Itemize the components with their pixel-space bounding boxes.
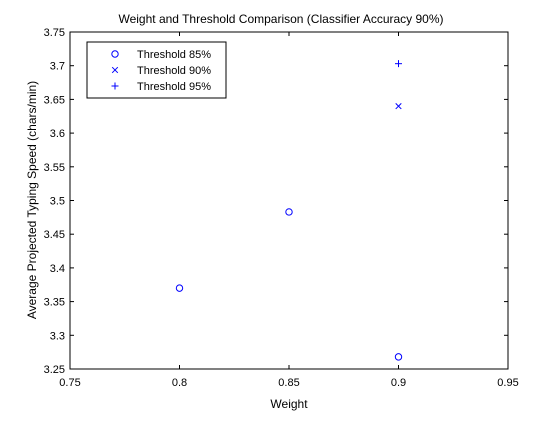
y-axis-label: Average Projected Typing Speed (chars/mi… bbox=[25, 81, 39, 319]
y-tick-label: 3.55 bbox=[44, 162, 65, 174]
y-tick-label: 3.4 bbox=[50, 263, 65, 275]
x-tick-label: 0.75 bbox=[59, 377, 80, 389]
x-tick-label: 0.85 bbox=[278, 377, 299, 389]
y-tick-label: 3.65 bbox=[44, 94, 65, 106]
legend-box bbox=[86, 41, 227, 99]
data-point bbox=[395, 102, 402, 110]
x-tick-label: 0.95 bbox=[497, 377, 518, 389]
y-tick-label: 3.5 bbox=[50, 196, 65, 208]
axis-ticks: 0.75 0.8 0.85 0.9 0.95 3.25 3.3 3.35 3.4 3.45 3.5 3… bbox=[44, 27, 519, 389]
y-tick-label: 3.25 bbox=[44, 364, 65, 376]
y-tick-label: 3.45 bbox=[44, 229, 65, 241]
legend-entry-label: Threshold 95% bbox=[137, 81, 211, 93]
data-point bbox=[395, 60, 402, 68]
legend-marker bbox=[111, 50, 119, 58]
data-point bbox=[175, 284, 184, 292]
y-tick-label: 3.6 bbox=[50, 128, 65, 140]
x-axis-label: Weight bbox=[270, 397, 308, 411]
legend-entry-label: Threshold 90% bbox=[137, 65, 211, 77]
x-tick-label: 0.9 bbox=[391, 377, 406, 389]
data-point bbox=[285, 208, 293, 216]
data-points bbox=[175, 60, 403, 361]
legend: Threshold 85% Threshold 90% Threshold 95% bbox=[86, 41, 227, 99]
y-tick-label: 3.75 bbox=[44, 27, 65, 39]
y-tick-label: 3.3 bbox=[50, 330, 65, 342]
chart-title: Weight and Threshold Comparison (Classif… bbox=[118, 12, 443, 26]
legend-entry-label: Threshold 85% bbox=[137, 49, 211, 61]
x-tick-label: 0.8 bbox=[172, 377, 187, 389]
y-tick-label: 3.35 bbox=[44, 297, 65, 309]
data-point bbox=[394, 353, 403, 361]
legend-marker bbox=[111, 82, 119, 90]
legend-marker bbox=[111, 66, 119, 74]
y-tick-label: 3.7 bbox=[50, 61, 65, 73]
